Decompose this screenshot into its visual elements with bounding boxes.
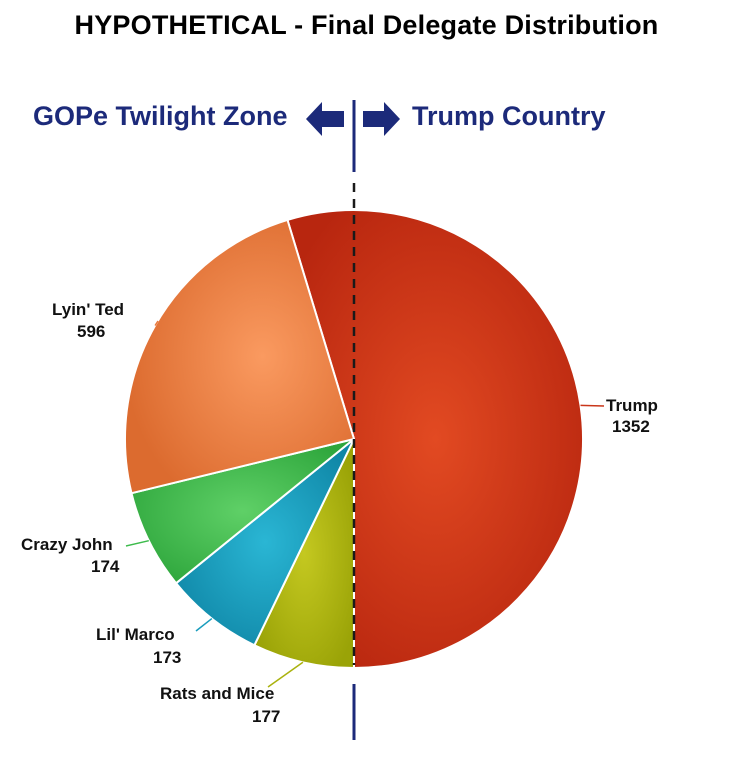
slice-label-trump: Trump <box>606 396 658 415</box>
leader-line-lil-marco <box>195 617 213 632</box>
leader-line-lyin-ted <box>154 320 159 326</box>
slice-value-rats-and-mice: 177 <box>252 707 280 726</box>
slice-label-rats-and-mice: Rats and Mice <box>160 684 274 703</box>
pie-slices <box>124 209 584 670</box>
left-arrow-icon <box>306 102 344 136</box>
gope-zone-label: GOPe Twilight Zone <box>33 101 288 131</box>
leader-line-crazy-john <box>125 539 149 547</box>
slice-label-crazy-john: Crazy John <box>21 535 113 554</box>
slice-value-crazy-john: 174 <box>91 557 120 576</box>
chart-title: HYPOTHETICAL - Final Delegate Distributi… <box>74 10 659 40</box>
pie-slice-trump <box>286 209 584 670</box>
right-arrow-icon <box>363 102 400 136</box>
trump-country-label: Trump Country <box>412 101 606 131</box>
leader-line-rats-and-mice <box>267 661 304 688</box>
leader-lines <box>125 320 605 688</box>
slice-label-lil-marco: Lil' Marco <box>96 625 175 644</box>
slice-value-lil-marco: 173 <box>153 648 181 667</box>
slice-value-trump: 1352 <box>612 417 650 436</box>
pie-slice-rats-and-mice <box>253 438 355 670</box>
slice-value-lyin-ted: 596 <box>77 322 105 341</box>
leader-line-trump <box>580 404 605 407</box>
slice-label-lyin-ted: Lyin' Ted <box>52 300 124 319</box>
pie-slice-crazy-john <box>130 438 355 585</box>
